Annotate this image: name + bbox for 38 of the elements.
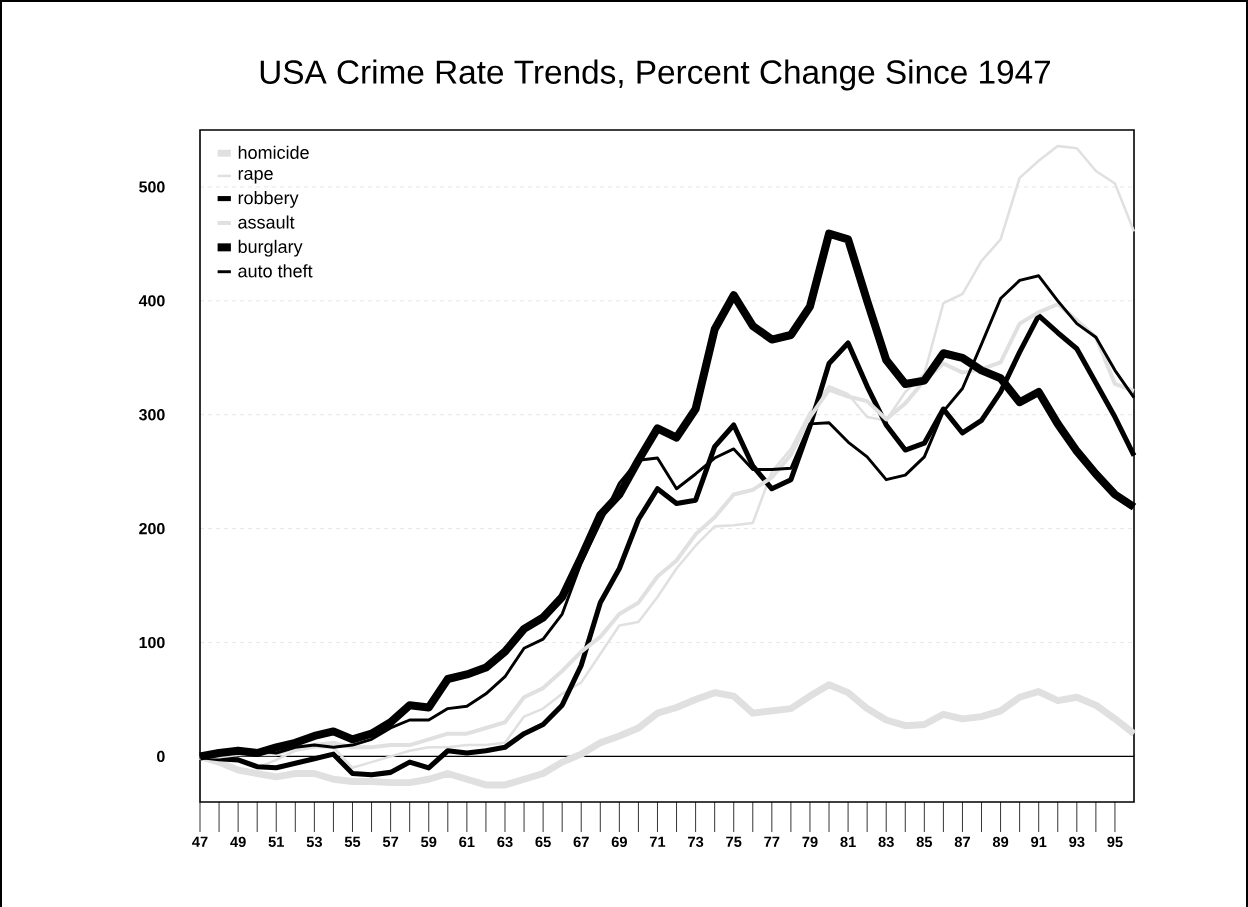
x-tick-label: 95 [1107, 836, 1123, 848]
x-tick-label: 85 [916, 836, 933, 848]
legend-label: rape [238, 170, 273, 184]
y-tick-label: 400 [138, 295, 165, 307]
y-tick-label: 100 [139, 636, 165, 649]
x-tick-label: 71 [649, 836, 666, 847]
x-tick-label: 87 [954, 836, 970, 848]
x-tick-label: 55 [344, 836, 361, 847]
x-tick-label: 47 [192, 836, 208, 847]
y-tick-label: 500 [139, 181, 165, 193]
x-tick-label: 91 [1031, 836, 1047, 848]
y-tick-label: 200 [139, 522, 165, 535]
x-tick-label: 63 [497, 836, 513, 848]
y-tick-label: 300 [138, 409, 165, 421]
x-tick-label: 51 [268, 836, 284, 847]
x-tick-label: 57 [382, 836, 399, 847]
x-tick-label: 49 [230, 836, 246, 848]
x-tick-label: 93 [1069, 836, 1085, 848]
y-tick-label: 0 [157, 750, 165, 763]
legend-label: auto theft [238, 264, 313, 278]
x-tick-label: 53 [306, 836, 322, 848]
x-tick-label: 75 [726, 836, 742, 847]
x-tick-label: 83 [878, 836, 894, 848]
x-tick-label: 89 [992, 836, 1009, 848]
legend-label: robbery [238, 191, 299, 208]
legend-label: assault [238, 215, 295, 229]
x-tick-label: 81 [840, 836, 856, 848]
x-tick-label: 79 [802, 836, 818, 848]
x-tick-label: 65 [535, 836, 551, 848]
x-tick-label: 73 [688, 836, 704, 848]
chart-title: USA Crime Rate Trends, Percent Change Since 1947 [260, 59, 1050, 91]
x-tick-label: 69 [611, 836, 627, 848]
x-tick-label: 59 [421, 836, 437, 848]
x-tick-label: 67 [573, 836, 589, 848]
legend-label: burglary [238, 239, 303, 257]
x-tick-label: 77 [764, 836, 780, 847]
x-tick-label: 61 [459, 836, 475, 848]
legend-label: homicide [238, 145, 309, 159]
